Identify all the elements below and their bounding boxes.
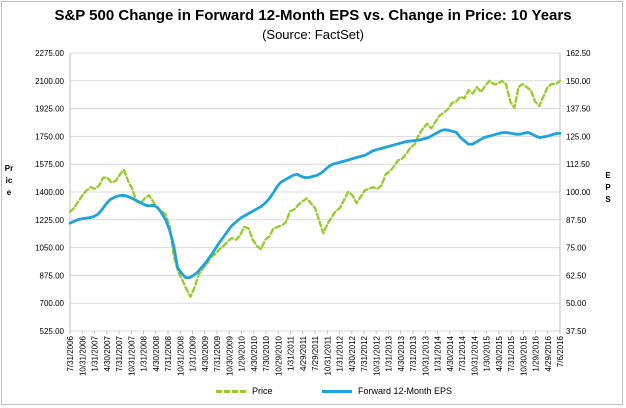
x-tick-label: 10/31/2007 <box>127 335 136 376</box>
x-tick-label: 7/31/2006 <box>66 335 75 371</box>
x-tick-label: 7/31/2014 <box>458 335 467 371</box>
legend-label-eps: Forward 12-Month EPS <box>358 386 453 396</box>
y-right-tick-label: 62.50 <box>566 271 587 280</box>
x-tick-label: 7/31/2013 <box>409 335 418 371</box>
x-tick-label: 1/29/2010 <box>238 335 247 371</box>
y-right-tick-label: 87.50 <box>566 216 587 225</box>
y-right-tick-label: 112.50 <box>566 160 590 169</box>
y-left-tick-label: 1225.00 <box>35 216 64 225</box>
y-right-tick-label: 125.00 <box>566 132 591 141</box>
left-axis-ticks: 2275.00 2100.00 1925.00 1750.00 1575.00 1400.… <box>35 49 64 336</box>
y-left-tick-label: 1400.00 <box>35 188 64 197</box>
x-tick-label: 1/31/2011 <box>287 335 296 371</box>
y-right-tick-label: 137.50 <box>566 105 591 114</box>
x-tick-label: 7/31/2008 <box>164 335 173 371</box>
y-left-tick-label: 1575.00 <box>35 160 64 169</box>
legend-item-eps: Forward 12-Month EPS <box>322 383 452 399</box>
x-tick-label: 1/29/2016 <box>532 335 541 371</box>
y-left-tick-label: 700.00 <box>40 299 65 308</box>
x-axis-ticks: 7/31/2006 10/31/2006 1/31/2007 4/30/2007 7/3… <box>66 331 565 376</box>
y-left-tick-label: 2100.00 <box>35 77 64 86</box>
x-tick-label: 4/30/2009 <box>201 335 210 371</box>
x-tick-label: 10/29/2010 <box>274 335 283 376</box>
y-right-tick-label: 150.00 <box>566 77 591 86</box>
eps-series-line <box>68 128 562 280</box>
x-tick-label: 1/31/2014 <box>434 335 443 371</box>
x-tick-label: 4/30/2008 <box>152 335 161 371</box>
series-layer <box>68 79 562 298</box>
x-tick-label: 10/31/2008 <box>176 335 185 376</box>
x-tick-label: 1/31/2008 <box>140 335 149 371</box>
x-tick-label: 1/31/2013 <box>385 335 394 371</box>
x-tick-label: 4/29/2016 <box>544 335 553 371</box>
legend-swatch-eps <box>322 389 352 393</box>
chart-subtitle: (Source: FactSet) <box>262 27 364 42</box>
legend-label-price: Price <box>252 386 273 396</box>
x-tick-label: 10/31/2012 <box>372 335 381 376</box>
right-axis-ticks: 162.50 150.00 137.50 125.00 112.50 100.00 87.5… <box>566 49 591 336</box>
y-right-tick-label: 100.00 <box>566 188 591 197</box>
x-tick-label: 4/30/2014 <box>446 335 455 371</box>
y-left-tick-label: 525.00 <box>40 327 65 336</box>
x-tick-label: 1/31/2007 <box>91 335 100 371</box>
x-tick-label: 10/31/2014 <box>470 335 479 376</box>
x-tick-label: 1/31/2009 <box>189 335 198 371</box>
gridlines <box>69 52 561 332</box>
y-right-tick-label: 37.50 <box>566 327 587 336</box>
y-axis-left-label: Price <box>4 164 14 197</box>
x-tick-label: 4/30/2013 <box>397 335 406 371</box>
x-tick-label: 7/30/2010 <box>262 335 271 371</box>
legend: Price Forward 12-Month EPS <box>0 383 626 399</box>
x-tick-label: 4/30/2007 <box>103 335 112 371</box>
x-tick-label: 10/31/2006 <box>78 335 87 376</box>
y-left-tick-label: 1750.00 <box>35 132 64 141</box>
legend-item-price: Price <box>216 383 273 399</box>
x-tick-label: 7/31/2015 <box>507 335 516 371</box>
y-left-tick-label: 1050.00 <box>35 244 64 253</box>
x-tick-label: 7/31/2012 <box>360 335 369 371</box>
x-tick-label: 10/30/2015 <box>519 335 528 376</box>
x-tick-label: 7/29/2011 <box>311 335 320 371</box>
y-left-tick-label: 1925.00 <box>35 105 64 114</box>
price-series-line <box>68 79 562 298</box>
x-tick-label: 4/30/2015 <box>495 335 504 371</box>
x-tick-label: 1/30/2015 <box>483 335 492 371</box>
x-tick-label: 7/6/2016 <box>556 335 565 367</box>
x-tick-label: 7/31/2009 <box>213 335 222 371</box>
x-tick-label: 4/29/2011 <box>299 335 308 371</box>
chart-title: S&P 500 Change in Forward 12-Month EPS v… <box>54 7 572 24</box>
x-tick-label: 7/31/2007 <box>115 335 124 371</box>
legend-swatch-price <box>216 389 246 393</box>
x-tick-label: 10/31/2011 <box>323 335 332 375</box>
y-left-tick-label: 875.00 <box>40 271 65 280</box>
x-tick-label: 10/30/2009 <box>225 335 234 376</box>
x-tick-label: 4/30/2012 <box>348 335 357 371</box>
y-axis-right-label: EPS <box>605 171 611 204</box>
x-tick-label: 4/30/2010 <box>250 335 259 371</box>
y-right-tick-label: 162.50 <box>566 49 591 58</box>
y-left-tick-label: 2275.00 <box>35 49 64 58</box>
y-right-tick-label: 75.00 <box>566 244 587 253</box>
y-right-tick-label: 50.00 <box>566 299 587 308</box>
x-tick-label: 10/31/2013 <box>421 335 430 376</box>
x-tick-label: 1/31/2012 <box>336 335 345 371</box>
